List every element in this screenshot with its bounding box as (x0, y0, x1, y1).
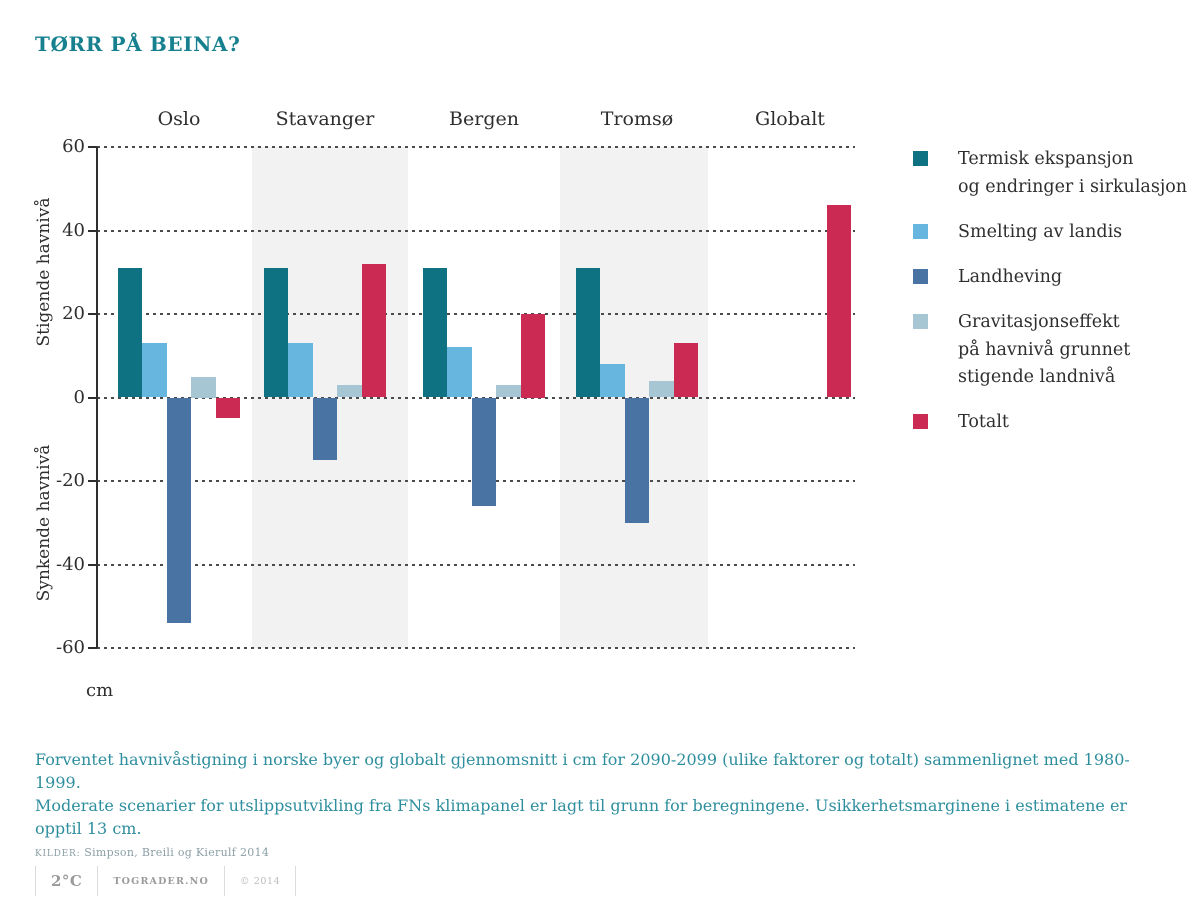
bar-oslo-series5 (215, 397, 240, 419)
tick-mark-20 (88, 313, 97, 315)
caption-line-1: Forventet havnivåstigning i norske byer … (35, 750, 1130, 792)
category-label-bergen: Bergen (449, 108, 519, 130)
bar-tromsø-series4 (649, 380, 674, 398)
tick-mark--60 (88, 647, 97, 649)
bar-stavanger-series1 (264, 268, 289, 398)
bar-stavanger-series3 (312, 397, 338, 461)
category-label-stavanger: Stavanger (275, 108, 375, 130)
gridline--60 (97, 647, 855, 649)
bar-tromsø-series5 (673, 343, 698, 398)
footer-logo-cell: 2°C (35, 866, 97, 896)
chart-title: TØRR PÅ BEINA? (35, 32, 241, 56)
legend-item-1: Termisk ekspansjon og endringer i sirkula… (913, 146, 1187, 201)
tick-mark--20 (88, 480, 97, 482)
bar-globalt-series5 (826, 205, 851, 398)
source-text: Simpson, Breili og Kierulf 2014 (84, 846, 270, 859)
togr024-logo: 2°C (51, 872, 83, 890)
gridline--40 (97, 563, 855, 566)
y-tick-label-60: 60 (62, 136, 85, 157)
y-tick-label--60: -60 (56, 637, 85, 658)
bar-tromsø-series2 (600, 364, 625, 398)
bar-stavanger-series4 (337, 384, 362, 398)
legend-label-2: Smelting av landis (958, 222, 1123, 242)
gridline-20 (97, 313, 855, 315)
legend-label-4: Gravitasjonseffekt på havnivå grunnet stig… (958, 312, 1131, 387)
y-tick-label-0: 0 (73, 386, 85, 408)
legend-label-1: Termisk ekspansjon og endringer i sirkula… (958, 149, 1188, 197)
category-label-tromsø: Tromsø (600, 108, 674, 130)
y-tick-label--20: -20 (56, 470, 85, 491)
footer-copyright-cell: © 2014 (223, 866, 297, 896)
y-axis-line (96, 147, 98, 648)
bar-tromsø-series3 (624, 397, 650, 523)
legend-item-4: Gravitasjonseffekt på havnivå grunnet stig… (913, 309, 1130, 392)
footer-copyright-text: © 2014 (239, 875, 281, 887)
y-tick-label-40: 40 (62, 219, 85, 241)
tick-mark--40 (88, 563, 97, 566)
y-axis-title-top: Stigende havnivå (34, 197, 54, 347)
tick-mark-0 (88, 396, 97, 399)
bar-bergen-series5 (520, 314, 545, 398)
category-label-oslo: Oslo (157, 108, 201, 130)
bar-bergen-series3 (471, 397, 497, 507)
bar-oslo-series2 (142, 343, 167, 398)
legend-swatch-1 (913, 151, 928, 166)
legend-item-3: Landheving (913, 264, 1062, 292)
legend-label-5: Totalt (958, 412, 1009, 432)
gridline-60 (97, 146, 855, 148)
y-tick-label--40: -40 (56, 553, 85, 575)
footer-site-text: TOGRADER.NO (113, 875, 209, 887)
legend-swatch-5 (913, 414, 928, 429)
footer: 2°C TOGRADER.NO © 2014 (35, 866, 297, 896)
legend-item-2: Smelting av landis (913, 219, 1122, 247)
source-label: KILDER: (35, 849, 81, 859)
caption-line-2: Moderate scenarier for utslippsutvikling… (35, 796, 1128, 838)
bar-stavanger-series5 (361, 263, 386, 398)
bar-oslo-series4 (191, 376, 216, 398)
gridline-40 (97, 229, 855, 232)
bar-oslo-series1 (118, 268, 143, 398)
y-tick-label-20: 20 (62, 303, 85, 324)
legend-item-5: Totalt (913, 409, 1009, 437)
bar-bergen-series2 (447, 347, 472, 398)
caption: Forventet havnivåstigning i norske byer … (35, 748, 1175, 859)
bar-tromsø-series1 (576, 268, 601, 398)
unit-label: cm (86, 680, 114, 701)
legend-swatch-4 (913, 314, 928, 329)
footer-site-cell: TOGRADER.NO (97, 866, 224, 896)
tick-mark-60 (88, 146, 97, 148)
bar-bergen-series1 (423, 268, 448, 398)
legend-swatch-3 (913, 269, 928, 284)
category-label-globalt: Globalt (755, 108, 825, 130)
bar-bergen-series4 (496, 384, 521, 398)
tick-mark-40 (88, 229, 97, 232)
legend-swatch-2 (913, 224, 928, 239)
legend-label-3: Landheving (958, 267, 1063, 287)
y-axis-title-bottom: Synkende havnivå (34, 444, 54, 602)
source-line: KILDER: Simpson, Breili og Kierulf 2014 (35, 846, 1175, 859)
bar-oslo-series3 (166, 397, 192, 623)
bar-stavanger-series2 (288, 343, 313, 398)
